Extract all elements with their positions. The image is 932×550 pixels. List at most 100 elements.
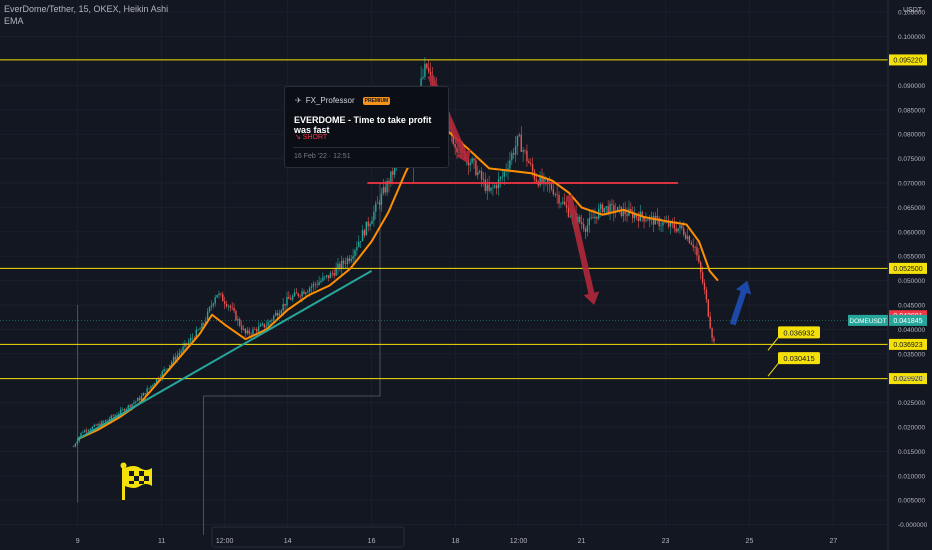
- candle-body: [683, 228, 685, 235]
- idea-date: 16 Feb '22 · 12:51: [294, 153, 351, 160]
- candle-body: [335, 267, 337, 276]
- candle-body: [167, 368, 169, 369]
- candle-body: [80, 432, 82, 437]
- candle-body: [547, 179, 549, 184]
- candle-body: [74, 443, 77, 447]
- candle-body: [314, 283, 317, 285]
- candle-body: [284, 303, 286, 306]
- candle-body: [342, 260, 345, 264]
- candle-body: [86, 430, 88, 432]
- candle-body: [569, 216, 572, 217]
- indicator-label[interactable]: EMA: [4, 16, 24, 26]
- candle-body: [146, 388, 148, 395]
- time-tick-label: 14: [284, 538, 292, 545]
- candle-body: [210, 305, 213, 308]
- price-tick-label: 0.015000: [898, 449, 925, 456]
- time-axis[interactable]: 9 11 12:00 14 16 18 12:00 21 23 25 27: [76, 538, 838, 545]
- candle-body: [114, 415, 116, 417]
- candle-body: [567, 207, 570, 217]
- candle-body: [133, 402, 135, 404]
- symbol-header[interactable]: EverDome/Tether, 15, OKEX, Heikin Ashi: [4, 4, 169, 14]
- candle-body: [72, 446, 75, 448]
- candle-body: [626, 214, 628, 216]
- candle-body: [560, 203, 562, 205]
- candle-body: [256, 329, 258, 332]
- candle-body: [420, 78, 422, 90]
- price-tick-label: 0.060000: [898, 229, 925, 236]
- candle-body: [705, 289, 708, 300]
- down-arrow: [565, 194, 600, 305]
- candle-body: [174, 357, 177, 360]
- last-price-label: 0.041845: [893, 318, 922, 325]
- price-tick-label: 0.005000: [898, 498, 925, 505]
- candle-body: [222, 294, 224, 302]
- candle-body: [227, 305, 230, 307]
- candle-body: [184, 343, 186, 347]
- candle-body: [601, 204, 604, 213]
- candle-body: [84, 430, 86, 433]
- candle-body: [662, 222, 664, 226]
- idea-title[interactable]: EVERDOME - Time to take profit was fast: [294, 115, 432, 135]
- candle-body: [512, 153, 515, 155]
- candle-body: [358, 241, 360, 248]
- candle-body: [384, 187, 386, 193]
- candle-body: [495, 185, 498, 189]
- candle-body: [333, 273, 335, 276]
- candle-body: [171, 361, 173, 365]
- candle-body: [373, 211, 375, 221]
- candle-body: [632, 211, 634, 219]
- callout-pointer: [767, 335, 781, 351]
- price-tick-label: 0.090000: [898, 83, 925, 90]
- candle-body: [346, 258, 349, 264]
- price-axis[interactable]: 0.105000 0.100000 0.090000 0.085000 0.080000…: [0, 10, 928, 529]
- callout-pointer: [767, 360, 781, 377]
- candle-body: [554, 194, 556, 195]
- candle-body: [452, 134, 454, 145]
- candle-body: [361, 230, 364, 242]
- candle-body: [303, 291, 305, 294]
- candle-body: [488, 184, 490, 191]
- candle-body: [647, 220, 649, 222]
- candle-body: [123, 409, 126, 411]
- premium-badge: PREMIUM: [362, 96, 391, 105]
- candle-body: [624, 209, 626, 215]
- candle-body: [577, 216, 579, 223]
- candle-body: [154, 383, 156, 385]
- candle-body: [182, 346, 184, 352]
- idea-direction: ↘ SHORT: [295, 134, 328, 141]
- candle-body: [165, 368, 167, 370]
- candle-body: [518, 134, 521, 136]
- candle-body: [392, 171, 394, 175]
- candle-body: [711, 328, 713, 339]
- candle-body: [299, 295, 301, 297]
- candle-body: [93, 424, 95, 427]
- idea-guides: [77, 168, 414, 548]
- candle-body: [690, 242, 692, 245]
- candle-body: [660, 225, 662, 227]
- candle-body: [95, 424, 97, 426]
- price-tick-label: 0.100000: [898, 34, 925, 41]
- candle-body: [282, 303, 284, 311]
- candle-body: [206, 311, 209, 322]
- idea-author[interactable]: FX_Professor: [305, 96, 355, 105]
- candle-body: [694, 247, 696, 248]
- idea-card[interactable]: ✈ FX_Professor PREMIUM EVERDOME - Time t…: [284, 86, 449, 168]
- candle-body: [237, 319, 239, 321]
- candle-body: [562, 201, 564, 204]
- candle-body: [322, 277, 324, 281]
- candle-body: [531, 164, 534, 172]
- candle-body: [607, 206, 609, 214]
- candle-body: [558, 195, 560, 204]
- level-price-label: 0.095220: [893, 58, 922, 65]
- candle-body: [150, 385, 152, 388]
- candle-body: [189, 338, 192, 342]
- candle-body: [274, 312, 277, 316]
- candle-body: [582, 224, 585, 229]
- candle-body: [454, 144, 456, 148]
- candle-body: [473, 158, 475, 161]
- candle-body: [163, 369, 165, 372]
- level-price-label: 0.029920: [893, 376, 922, 383]
- candle-body: [707, 299, 710, 317]
- candle-body: [208, 307, 211, 312]
